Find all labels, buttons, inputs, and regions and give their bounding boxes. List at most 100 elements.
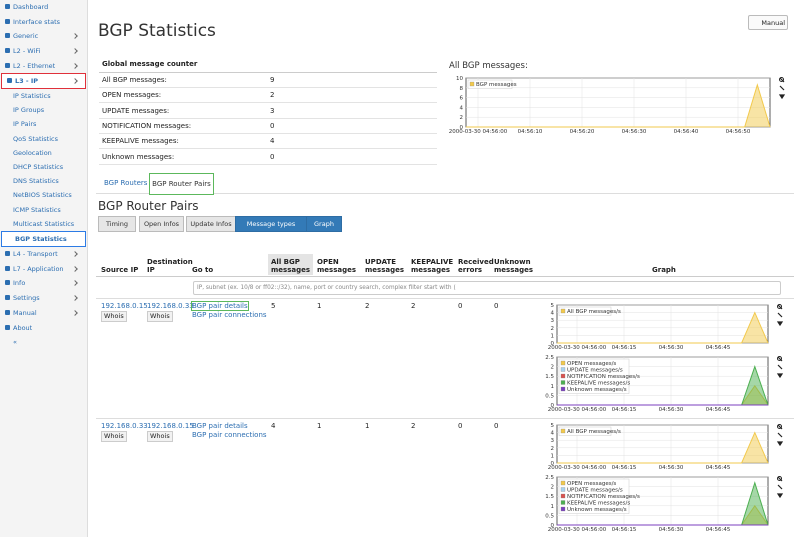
menu-item[interactable]: ICMP Statistics bbox=[0, 203, 85, 217]
toggle-button[interactable]: Open Infos bbox=[139, 216, 184, 232]
menu-item[interactable]: QoS Statistics bbox=[0, 132, 85, 146]
menu-item[interactable]: NetBIOS Statistics bbox=[0, 188, 85, 202]
legend-box bbox=[558, 478, 630, 514]
toggle-button[interactable]: Message types bbox=[235, 216, 307, 232]
column-header[interactable]: OPEN messages bbox=[317, 258, 357, 274]
whois-button[interactable]: Whois bbox=[147, 311, 173, 322]
chart-tool-pan bbox=[777, 364, 783, 370]
menu-item[interactable]: L7 - Application bbox=[0, 262, 85, 276]
counter-label: Unknown messages: bbox=[102, 152, 175, 161]
menu-item[interactable]: « bbox=[0, 335, 85, 349]
whois-button[interactable]: Whois bbox=[101, 311, 127, 322]
menu-item[interactable]: Settings bbox=[0, 291, 85, 305]
column-header[interactable]: KEEPALIVE messages bbox=[411, 258, 454, 274]
legend-swatch bbox=[469, 81, 475, 87]
menu-item[interactable]: BGP Statistics bbox=[1, 231, 86, 247]
menu-item[interactable]: Multicast Statistics bbox=[0, 217, 85, 231]
tab[interactable]: BGP Routers bbox=[104, 179, 148, 187]
column-header[interactable]: Destination IP bbox=[147, 258, 193, 274]
tab-active[interactable]: BGP Router Pairs bbox=[149, 173, 214, 195]
menu-item[interactable]: L3 - IP bbox=[1, 73, 86, 89]
y-tick-label: 2.5 bbox=[545, 355, 554, 361]
rule bbox=[99, 72, 437, 73]
menu-icon bbox=[5, 309, 10, 315]
menu-label: L2 - Ethernet bbox=[13, 61, 56, 70]
x-tick-label: 2000-03-30 04:56:00 bbox=[548, 407, 607, 413]
count: 1 bbox=[317, 422, 322, 430]
menu-item[interactable]: Manual bbox=[0, 306, 85, 320]
x-tick-label: 04:56:30 bbox=[659, 465, 684, 471]
menu-item[interactable]: L2 - Ethernet bbox=[0, 59, 85, 73]
y-tick-label: 0.5 bbox=[545, 393, 554, 399]
x-tick-label: 04:56:15 bbox=[612, 527, 637, 533]
counter-label: All BGP messages: bbox=[102, 76, 167, 84]
destination-ip[interactable]: 192.168.0.33 bbox=[147, 302, 194, 310]
section-title: BGP Router Pairs bbox=[98, 199, 199, 213]
menu-label: L4 - Transport bbox=[13, 250, 58, 258]
legend-swatch bbox=[560, 493, 566, 499]
menu-item[interactable]: L4 - Transport bbox=[0, 247, 85, 261]
legend-label: OPEN messages/s bbox=[567, 481, 616, 487]
legend-label: UPDATE messages/s bbox=[567, 488, 623, 494]
counter-value: 4 bbox=[270, 137, 275, 146]
column-header[interactable]: UPDATE messages bbox=[365, 258, 405, 274]
legend-label: NOTIFICATION messages/s bbox=[567, 374, 640, 380]
menu-item[interactable]: Generic bbox=[0, 29, 85, 43]
menu-item[interactable]: About bbox=[0, 321, 85, 335]
legend-box bbox=[558, 358, 630, 394]
menu-label: IP Statistics bbox=[13, 92, 51, 100]
whois-button[interactable]: Whois bbox=[147, 431, 173, 442]
column-header[interactable]: Go to bbox=[192, 266, 214, 274]
menu-item[interactable]: DNS Statistics bbox=[0, 174, 85, 188]
chart-tool-pan bbox=[777, 432, 783, 438]
rule bbox=[99, 163, 437, 165]
menu-icon bbox=[5, 18, 10, 24]
y-tick-label: 0 bbox=[551, 461, 555, 467]
column-header[interactable]: Source IP bbox=[101, 266, 139, 274]
column-header[interactable]: All BGP messages bbox=[271, 258, 311, 274]
y-tick-label: 5 bbox=[551, 423, 555, 429]
chart-title: All BGP messages: bbox=[449, 61, 528, 71]
destination-ip[interactable]: 192.168.0.15 bbox=[147, 422, 194, 430]
x-tick-label: 2000-03-30 04:56:00 bbox=[548, 527, 607, 533]
count: 0 bbox=[458, 422, 463, 430]
count: 1 bbox=[317, 302, 322, 310]
pair-connections-link[interactable]: BGP pair connections bbox=[192, 431, 267, 439]
menu-item[interactable]: IP Groups bbox=[0, 103, 85, 117]
source-ip[interactable]: 192.168.0.15 bbox=[101, 302, 148, 310]
manual-button[interactable]: Manual bbox=[748, 15, 788, 30]
toggle-button[interactable]: Timing bbox=[98, 216, 136, 232]
toggle-button[interactable]: Graph bbox=[306, 216, 342, 232]
menu-item[interactable]: Info bbox=[0, 276, 85, 290]
menu-item[interactable]: Dashboard bbox=[0, 0, 85, 14]
menu-item[interactable]: IP Pairs bbox=[0, 117, 85, 131]
menu-item[interactable]: Geolocation bbox=[0, 146, 85, 160]
chart-tool-menu bbox=[776, 493, 784, 499]
page-title: BGP Statistics bbox=[98, 21, 216, 41]
y-tick-label: 2 bbox=[551, 326, 555, 332]
menu-icon bbox=[5, 324, 10, 330]
menu-label: L7 - Application bbox=[13, 264, 64, 273]
legend-box bbox=[558, 306, 612, 316]
menu-item[interactable]: L2 - WiFi bbox=[0, 44, 85, 58]
menu-item[interactable]: Interface stats bbox=[0, 15, 85, 29]
whois-button[interactable]: Whois bbox=[101, 431, 127, 442]
chevron bbox=[72, 280, 78, 287]
pair-details-link[interactable]: BGP pair details bbox=[192, 422, 248, 430]
count: 2 bbox=[411, 422, 416, 430]
y-tick-label: 2 bbox=[551, 446, 555, 452]
menu-icon bbox=[5, 265, 10, 271]
x-tick-label: 04:56:15 bbox=[612, 345, 637, 351]
menu-icon bbox=[5, 295, 10, 301]
menu-item[interactable]: DHCP Statistics bbox=[0, 160, 85, 174]
source-ip[interactable]: 192.168.0.33 bbox=[101, 422, 148, 430]
column-header[interactable]: Unknown messages bbox=[494, 258, 534, 274]
column-header[interactable]: Received errors bbox=[458, 258, 494, 274]
pair-connections-link[interactable]: BGP pair connections bbox=[192, 311, 267, 319]
pair-details-link[interactable]: BGP pair details bbox=[191, 301, 249, 311]
chart-tool-zoom bbox=[777, 476, 783, 482]
y-tick-label: 0 bbox=[551, 403, 555, 409]
menu-item[interactable]: IP Statistics bbox=[0, 89, 85, 103]
filter-input[interactable]: IP, subnet (ex. 10/8 or ff02::/32), name… bbox=[193, 281, 781, 295]
toggle-button[interactable]: Update Infos bbox=[186, 216, 236, 232]
